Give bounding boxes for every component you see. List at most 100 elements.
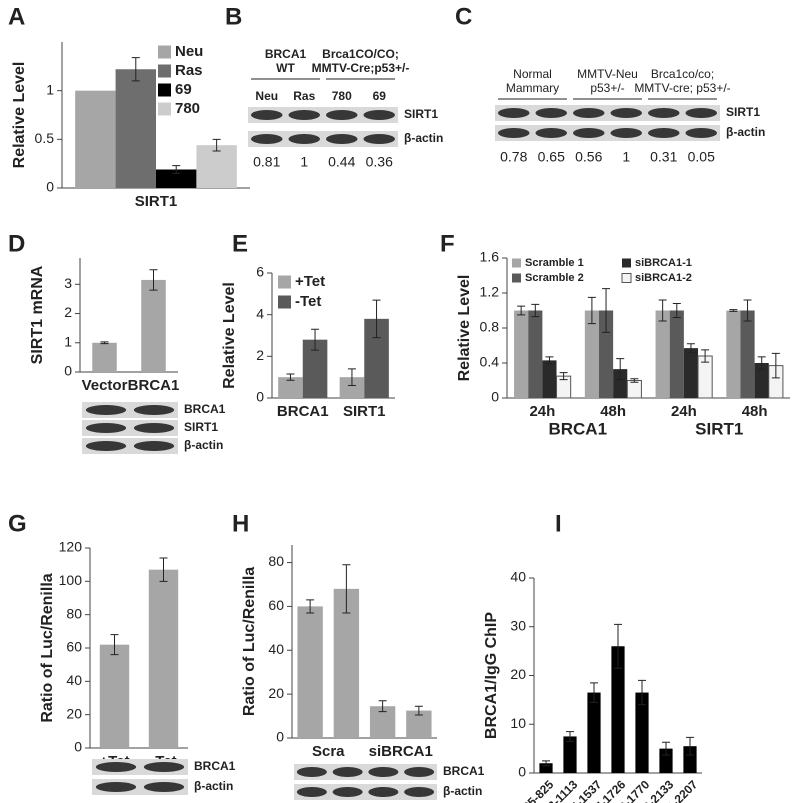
bar <box>539 763 553 773</box>
blot-label: β-actin <box>726 125 765 139</box>
legend-label: +Tet <box>295 273 325 290</box>
blot-label: BRCA1 <box>184 402 226 416</box>
bar <box>683 348 699 398</box>
x-tick-label: BRCA1 <box>128 377 180 394</box>
legend-label: Ras <box>175 62 203 79</box>
legend-swatch <box>158 64 171 78</box>
group-label: Normal <box>513 67 552 81</box>
blot-band <box>610 128 642 138</box>
bar <box>92 342 117 372</box>
x-tick-label: BRCA1 <box>277 403 329 420</box>
y-tick-label: 100 <box>59 572 83 588</box>
bar <box>528 310 543 398</box>
y-tick-label: 80 <box>268 553 284 569</box>
y-tick-label: 120 <box>59 539 83 555</box>
x-tick-label: 24h <box>529 403 555 420</box>
error-bar <box>131 57 140 82</box>
legend-label: 780 <box>175 100 200 117</box>
group-label: MMTV-Neu <box>577 67 638 81</box>
x-tick-label: siBRCA1 <box>369 743 433 760</box>
bar <box>297 606 323 738</box>
error-bar <box>342 564 351 614</box>
blot-band <box>573 108 605 118</box>
lane-label: 69 <box>373 89 387 103</box>
blot-label: SIRT1 <box>726 105 760 119</box>
panel-letter: C <box>455 3 472 30</box>
y-tick-label: 60 <box>268 597 284 613</box>
y-tick-label: 1.6 <box>480 249 500 265</box>
y-axis-label: BRCA1/IgG ChIP <box>483 612 500 739</box>
blot-label: SIRT1 <box>404 107 438 121</box>
y-axis-label: Relative Level <box>11 62 28 169</box>
bar <box>156 169 197 188</box>
blot-strip <box>248 131 398 147</box>
error-bar <box>614 623 622 669</box>
error-bar <box>414 705 423 716</box>
y-tick-label: 80 <box>66 605 82 621</box>
group-label: BRCA1 <box>548 419 607 438</box>
blot-band <box>326 110 358 120</box>
blot-band <box>648 108 680 118</box>
legend-swatch <box>158 83 171 97</box>
error-bar <box>566 731 574 742</box>
blot-band <box>133 423 175 433</box>
panel-letter: G <box>8 510 27 537</box>
quantification: 0.65 <box>538 149 565 165</box>
error-bar <box>559 372 568 381</box>
y-tick-label: 40 <box>268 641 284 657</box>
legend-swatch <box>278 275 291 289</box>
blot-band <box>143 782 185 792</box>
quantification: 0.78 <box>500 149 527 165</box>
y-tick-label: 20 <box>510 666 526 682</box>
bar <box>655 310 670 398</box>
blot-label: β-actin <box>443 784 482 798</box>
panel-letter: B <box>225 3 242 30</box>
error-bar <box>686 343 695 353</box>
blot-band <box>685 108 717 118</box>
blot-band <box>332 787 363 797</box>
y-tick-label: 10 <box>510 715 526 731</box>
blot-band <box>332 767 363 777</box>
error-bar <box>602 288 611 333</box>
blot-band <box>133 405 175 415</box>
bar <box>278 377 303 398</box>
quantification: 0.44 <box>328 154 355 170</box>
x-tick-label: 48h <box>600 403 626 420</box>
bar <box>613 369 628 398</box>
legend-label: siBRCA1-2 <box>635 272 692 284</box>
bar <box>196 145 237 188</box>
y-axis-label: Ratio of Luc/Renilla <box>39 573 56 722</box>
error-bar <box>545 356 554 365</box>
blot-band <box>535 128 567 138</box>
bar <box>115 69 156 188</box>
error-bar <box>110 634 119 656</box>
legend-swatch <box>278 295 291 309</box>
y-tick-label: 6 <box>256 264 264 280</box>
quantification: 0.05 <box>688 149 715 165</box>
error-bar <box>100 341 109 345</box>
blot-band <box>143 762 185 772</box>
group-label: Brca1co/co; <box>651 67 714 81</box>
legend-swatch <box>621 273 632 283</box>
y-tick-label: 0 <box>256 389 264 405</box>
blot-band <box>288 134 320 144</box>
panel-letter: E <box>232 230 248 257</box>
quantification: 0.36 <box>366 154 393 170</box>
y-tick-label: 20 <box>268 685 284 701</box>
quantification: 1 <box>622 149 630 165</box>
error-bar <box>662 741 670 756</box>
quantification: 0.31 <box>650 149 677 165</box>
blot-label: SIRT1 <box>184 420 218 434</box>
blot-band <box>85 441 127 451</box>
blot-label: β-actin <box>194 779 233 793</box>
error-bar <box>701 349 710 363</box>
y-tick-label: 0.4 <box>480 354 500 370</box>
blot-band <box>498 108 530 118</box>
error-bar <box>372 299 381 339</box>
blot-band <box>296 787 327 797</box>
y-tick-label: 60 <box>66 639 82 655</box>
bar <box>542 360 557 398</box>
blot-band <box>85 423 127 433</box>
group-label: WT <box>276 61 295 75</box>
bar <box>99 644 130 748</box>
